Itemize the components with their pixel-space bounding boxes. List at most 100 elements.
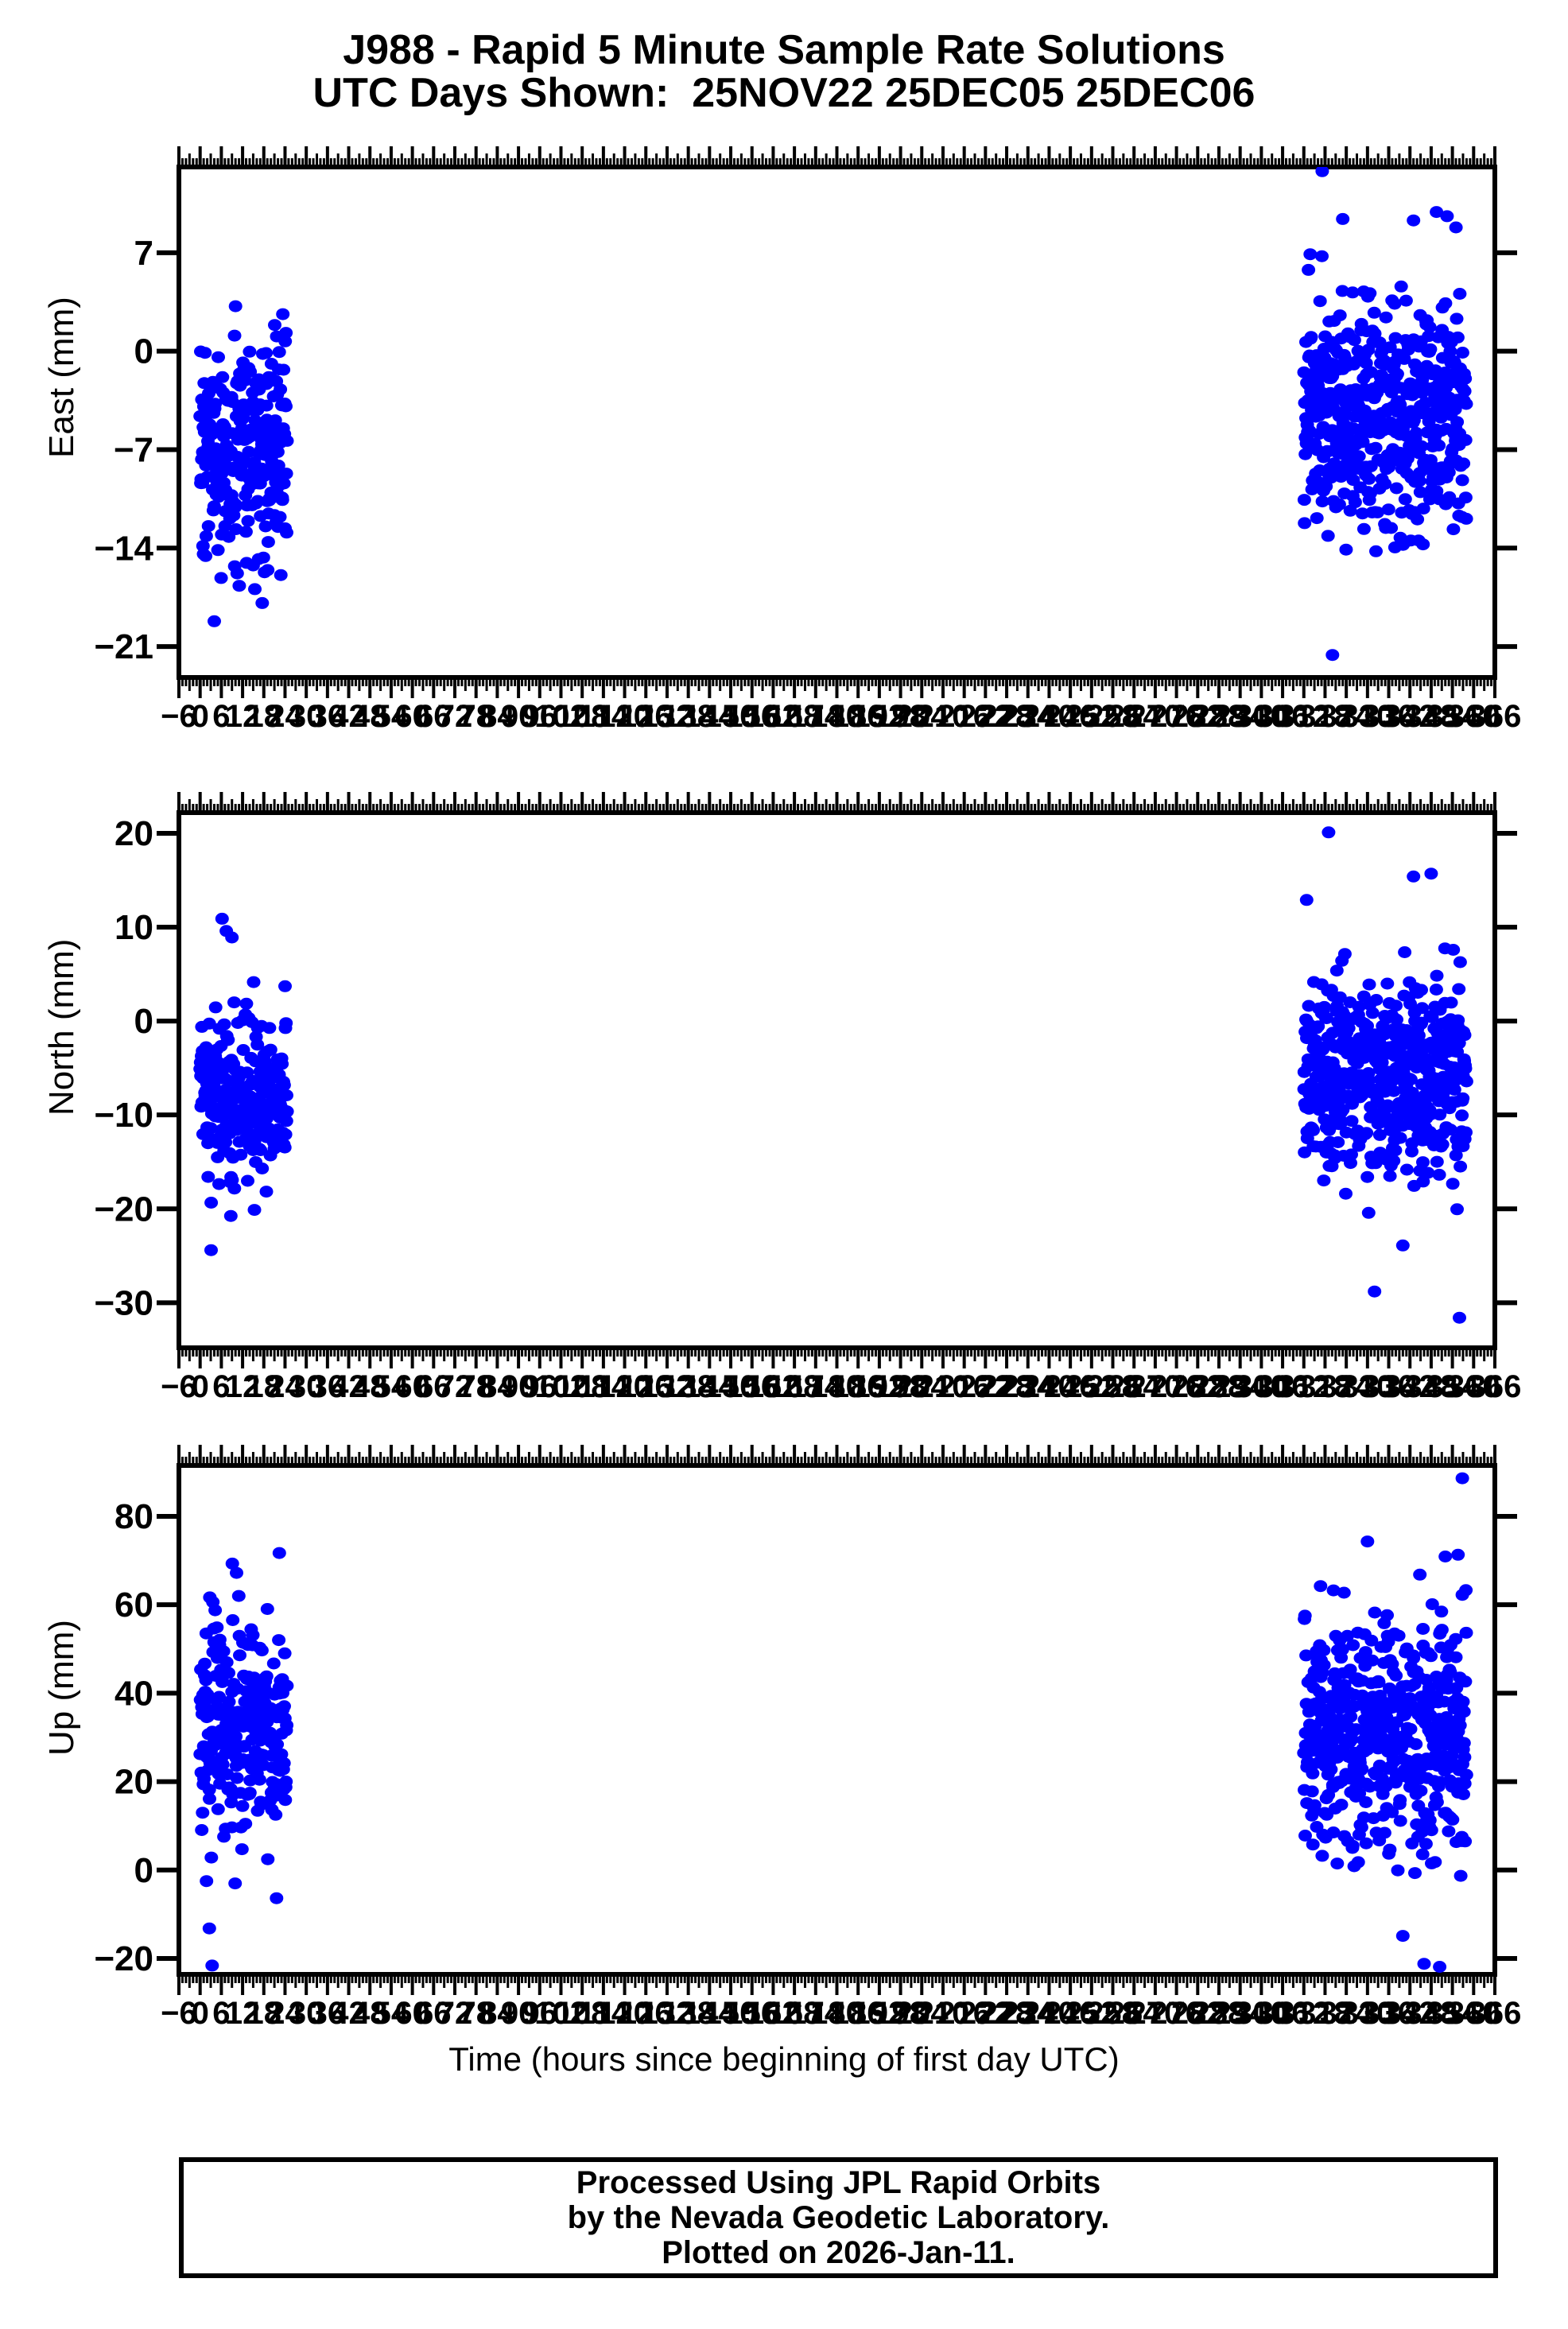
data-point (228, 300, 243, 312)
x-tick-label: 12 (225, 699, 261, 734)
data-point (1356, 522, 1371, 535)
data-point (1422, 320, 1437, 333)
data-point (1337, 948, 1352, 961)
data-point (227, 996, 241, 1009)
data-point (198, 347, 212, 359)
y-tick-label: 20 (114, 1763, 153, 1802)
x-tick-label: 18 (246, 1369, 282, 1404)
data-point (1336, 212, 1350, 225)
data-point (274, 383, 288, 396)
data-point (235, 1843, 249, 1856)
x-tick-label: 246 (1044, 699, 1097, 734)
x-tick-label: 96 (522, 1996, 558, 2031)
data-point (279, 327, 293, 340)
x-tick-label: 342 (1384, 1369, 1437, 1404)
data-point (230, 567, 244, 580)
east-y-tick-labels: 7 0 −7 −14 −21 (94, 234, 153, 666)
data-point (1428, 1856, 1442, 1869)
x-tick-label: 168 (768, 1996, 821, 2031)
data-point (260, 1603, 274, 1615)
data-point (1298, 1609, 1312, 1622)
data-point (243, 366, 258, 378)
data-point (1320, 1012, 1333, 1024)
data-point (1381, 503, 1395, 516)
x-tick-label: 102 (534, 1369, 588, 1404)
x-tick-label: 330 (1341, 699, 1394, 734)
data-point (273, 510, 287, 523)
up-x-ticks (177, 1445, 1496, 1995)
data-point (1344, 1157, 1357, 1170)
x-tick-label: 138 (662, 1996, 715, 2031)
data-point (263, 1043, 278, 1056)
x-tick-label: −6 (161, 1996, 197, 2031)
x-tick-label: 120 (598, 1996, 651, 2031)
data-point (1333, 309, 1347, 322)
data-point (1314, 1580, 1328, 1593)
data-point (1443, 1666, 1457, 1679)
data-point (1458, 1835, 1473, 1848)
data-point (1359, 1837, 1373, 1850)
x-tick-label: 318 (1298, 1369, 1352, 1404)
data-point (1380, 977, 1395, 990)
data-point (278, 335, 293, 347)
x-tick-label: 72 (437, 1369, 473, 1404)
data-point (1315, 250, 1329, 262)
x-tick-label: 354 (1426, 1369, 1479, 1404)
data-point (1459, 398, 1473, 410)
data-point (278, 1700, 291, 1713)
data-point (1459, 1626, 1473, 1639)
up-plot: −60 6121824303642485460667278849096102108… (94, 1445, 1521, 2031)
data-point (1434, 1605, 1449, 1618)
x-tick-label: 18 (246, 699, 282, 734)
data-point (1378, 478, 1392, 491)
data-point (1343, 1663, 1357, 1676)
data-point (1446, 944, 1461, 956)
x-tick-label: 240 (1023, 699, 1076, 734)
data-point (236, 411, 250, 424)
data-point (261, 1853, 275, 1865)
x-tick-label: 264 (1108, 1996, 1161, 2031)
data-point (1368, 441, 1383, 454)
data-point (280, 1679, 294, 1692)
data-point (1355, 1763, 1369, 1776)
x-tick-label: 336 (1362, 699, 1415, 734)
x-tick-label: 108 (556, 1996, 609, 2031)
data-point (1458, 372, 1473, 385)
y-tick-label: −14 (94, 529, 153, 568)
data-point (1415, 1002, 1430, 1015)
data-point (275, 494, 289, 507)
data-point (208, 398, 223, 410)
data-point (1453, 288, 1467, 300)
x-tick-label: 162 (747, 1996, 800, 2031)
data-point (1444, 996, 1458, 1009)
data-point (1446, 1178, 1460, 1190)
y-tick-label: 7 (134, 234, 153, 273)
x-tick-label: 126 (619, 699, 673, 734)
x-tick-label: 72 (437, 699, 473, 734)
x-tick-label: 138 (662, 699, 715, 734)
data-point (1313, 295, 1327, 308)
x-tick-label: 228 (980, 1996, 1034, 2031)
data-point (1459, 1768, 1473, 1781)
x-tick-label: 348 (1405, 699, 1458, 734)
x-tick-label: 354 (1426, 699, 1479, 734)
x-tick-label: 36 (310, 699, 346, 734)
x-tick-label: 36 (310, 1369, 346, 1404)
y-tick-label: 0 (134, 332, 153, 371)
up-points (193, 1472, 1473, 1973)
data-point (1318, 1000, 1331, 1013)
data-point (1457, 457, 1471, 470)
data-point (1307, 1799, 1322, 1811)
data-point (277, 1756, 291, 1769)
x-tick-label: 114 (578, 1996, 630, 2031)
data-point (1345, 1115, 1359, 1128)
data-point (1430, 969, 1444, 982)
data-point (1332, 498, 1346, 510)
x-tick-label: 276 (1150, 699, 1203, 734)
data-point (1455, 347, 1469, 359)
data-point (1437, 1695, 1451, 1708)
x-tick-label: 294 (1213, 699, 1267, 734)
data-point (1345, 286, 1360, 299)
data-point (1352, 1000, 1366, 1013)
x-tick-label: 216 (937, 699, 991, 734)
